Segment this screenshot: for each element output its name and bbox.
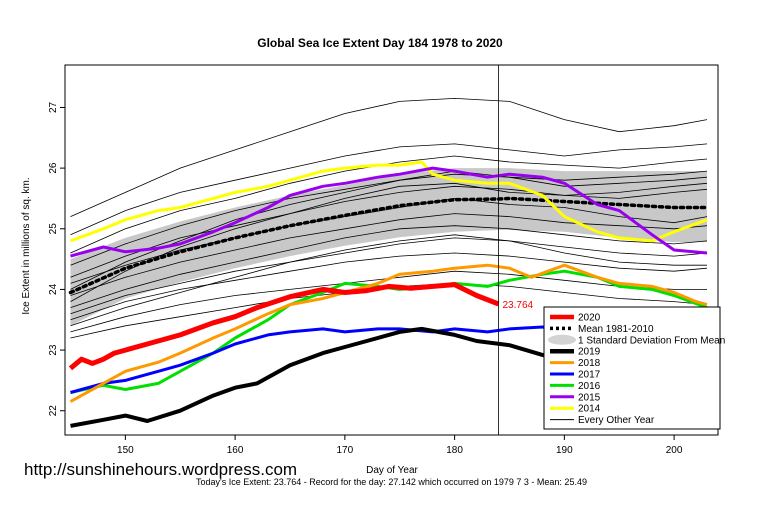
background-year-line: [70, 182, 708, 302]
legend-label: Mean 1981-2010: [578, 324, 654, 335]
background-year-line: [70, 197, 708, 284]
mean-line: [68, 196, 709, 295]
legend-label: 1 Standard Deviation From Mean: [578, 335, 725, 346]
x-tick-label: 200: [666, 445, 683, 456]
series-line-2015: [70, 166, 708, 258]
background-year-line: [70, 185, 708, 278]
legend-label: 2020: [578, 313, 601, 324]
x-tick-label: 170: [337, 445, 354, 456]
y-tick-label: 22: [48, 405, 59, 417]
y-tick-label: 25: [48, 223, 59, 235]
end-value-label: 23.764: [503, 300, 534, 311]
background-year-line: [70, 170, 708, 290]
axes: 150 160 170 180 190 200 22 23 24 25 26 27: [48, 64, 719, 456]
legend-box: [543, 306, 721, 430]
series-line-2020: [68, 282, 500, 371]
footer-stats: Today's Ice Extent: 23.764 - Record for …: [196, 477, 587, 487]
series-line-2018: [69, 263, 708, 403]
legend-label: 2015: [578, 392, 601, 403]
y-tick-label: 23: [48, 344, 59, 356]
y-tick-label: 27: [48, 101, 59, 113]
series-line-2014: [69, 160, 708, 243]
background-year-line: [70, 225, 708, 308]
background-year-line: [70, 143, 708, 236]
background-year-line: [70, 155, 708, 254]
legend-label: 2017: [578, 370, 601, 381]
y-tick-label: 24: [48, 283, 59, 295]
legend-label: 2016: [578, 381, 601, 392]
x-tick-label: 190: [556, 445, 573, 456]
x-tick-label: 180: [446, 445, 463, 456]
legend-label: 2019: [578, 347, 601, 358]
background-year-line: [70, 234, 707, 327]
sd-band: [70, 168, 707, 326]
legend-label: 2014: [578, 404, 601, 415]
y-tick-label: 26: [48, 162, 59, 174]
y-axis-label: Ice Extent in millions of sq. km.: [21, 177, 32, 314]
legend-swatch: [548, 334, 576, 345]
legend-label: Every Other Year: [578, 415, 655, 426]
x-tick-label: 160: [227, 445, 244, 456]
background-year-line: [70, 237, 708, 315]
plot-frame: [64, 64, 719, 436]
x-axis-label: Day of Year: [366, 465, 418, 476]
chart-title: Global Sea Ice Extent Day 184 1978 to 20…: [257, 36, 503, 50]
background-year-line: [70, 97, 708, 217]
background-year-line: [70, 252, 708, 321]
x-tick-label: 150: [117, 445, 134, 456]
background-year-line: [70, 213, 708, 296]
site-url: http://sunshinehours.wordpress.com: [24, 460, 297, 479]
legend-label: 2018: [578, 358, 601, 369]
